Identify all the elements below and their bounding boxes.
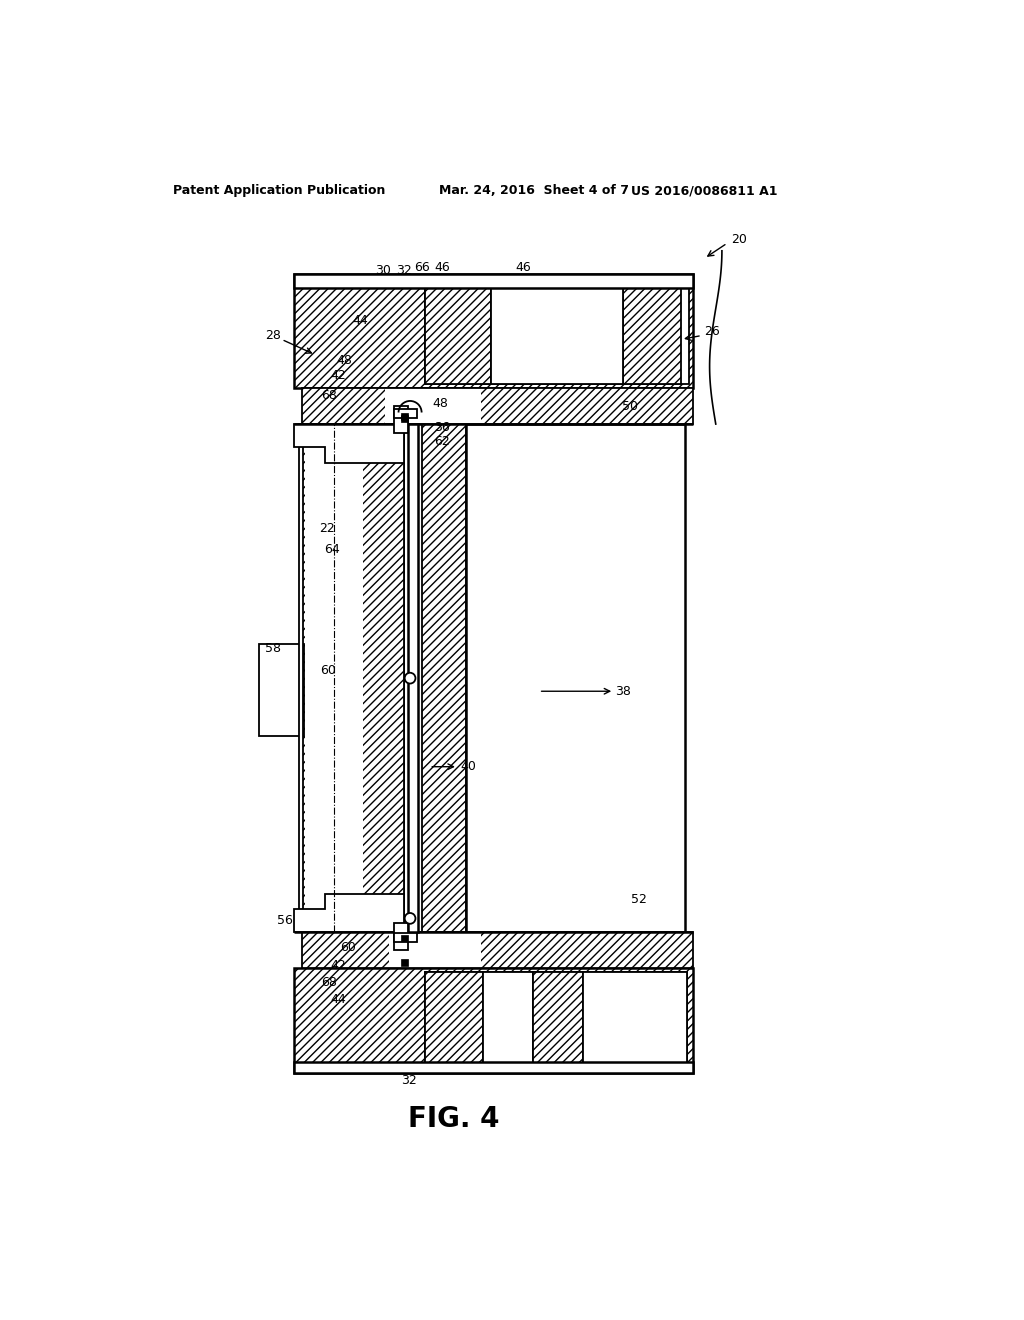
Bar: [400, 935, 408, 941]
Text: 56: 56: [276, 915, 293, 927]
Bar: [385, 388, 481, 424]
Bar: [400, 960, 408, 966]
Text: 50: 50: [622, 400, 638, 413]
Bar: [425, 973, 483, 1067]
Text: 60: 60: [341, 941, 356, 954]
Text: 28: 28: [265, 329, 281, 342]
Text: 42: 42: [331, 370, 346, 381]
Text: 30: 30: [375, 264, 391, 277]
Text: 48: 48: [432, 397, 449, 409]
Bar: [394, 409, 417, 418]
Bar: [490, 277, 624, 384]
Polygon shape: [294, 894, 403, 932]
Polygon shape: [294, 424, 403, 462]
Bar: [425, 277, 490, 384]
Text: 64: 64: [325, 543, 340, 556]
Bar: [388, 932, 481, 969]
Bar: [466, 424, 685, 932]
Bar: [294, 969, 692, 1073]
Text: 44: 44: [352, 314, 368, 326]
Bar: [259, 644, 304, 737]
Bar: [305, 425, 364, 931]
Text: 32: 32: [401, 1074, 417, 1088]
Text: 68: 68: [322, 975, 337, 989]
Bar: [425, 277, 689, 384]
Text: 22: 22: [319, 521, 335, 535]
Text: 54: 54: [523, 1064, 539, 1077]
Text: 34: 34: [670, 986, 685, 999]
Bar: [394, 407, 408, 433]
Text: Patent Application Publication: Patent Application Publication: [173, 185, 385, 197]
Text: 54: 54: [462, 1064, 477, 1077]
Bar: [408, 424, 418, 932]
Bar: [534, 973, 584, 1067]
Text: 60: 60: [319, 664, 336, 677]
Text: 66: 66: [414, 261, 429, 275]
Text: 40: 40: [460, 760, 476, 774]
Text: 46: 46: [434, 261, 451, 275]
Bar: [394, 933, 417, 942]
Bar: [425, 973, 686, 1067]
Bar: [584, 973, 686, 1067]
Bar: [400, 413, 408, 420]
Bar: [301, 424, 403, 932]
Bar: [301, 424, 403, 932]
Text: FIG. 4: FIG. 4: [409, 1105, 500, 1134]
Text: 30: 30: [390, 1064, 407, 1077]
Text: 46: 46: [515, 261, 531, 275]
Text: 20: 20: [731, 232, 746, 246]
Circle shape: [404, 673, 416, 684]
Text: Mar. 24, 2016  Sheet 4 of 7: Mar. 24, 2016 Sheet 4 of 7: [438, 185, 629, 197]
Text: 36: 36: [434, 421, 451, 434]
Text: 38: 38: [615, 685, 632, 698]
Bar: [299, 424, 303, 932]
Text: 58: 58: [265, 643, 281, 656]
Bar: [294, 275, 692, 388]
Bar: [483, 973, 534, 1067]
Text: 62: 62: [434, 436, 451, 449]
Text: 26: 26: [705, 325, 720, 338]
Bar: [301, 388, 692, 424]
Bar: [394, 923, 408, 950]
Text: 48: 48: [337, 354, 352, 367]
Circle shape: [404, 913, 416, 924]
Text: 52: 52: [631, 892, 647, 906]
Bar: [422, 424, 466, 932]
Bar: [624, 277, 681, 384]
Text: 68: 68: [322, 389, 337, 403]
Bar: [294, 1061, 692, 1073]
Bar: [400, 414, 408, 422]
Text: 44: 44: [331, 993, 346, 1006]
Text: 66: 66: [412, 1064, 427, 1077]
Bar: [294, 275, 692, 288]
Bar: [301, 932, 692, 969]
Text: 32: 32: [396, 264, 412, 277]
Text: US 2016/0086811 A1: US 2016/0086811 A1: [631, 185, 777, 197]
Text: 42: 42: [331, 958, 346, 972]
